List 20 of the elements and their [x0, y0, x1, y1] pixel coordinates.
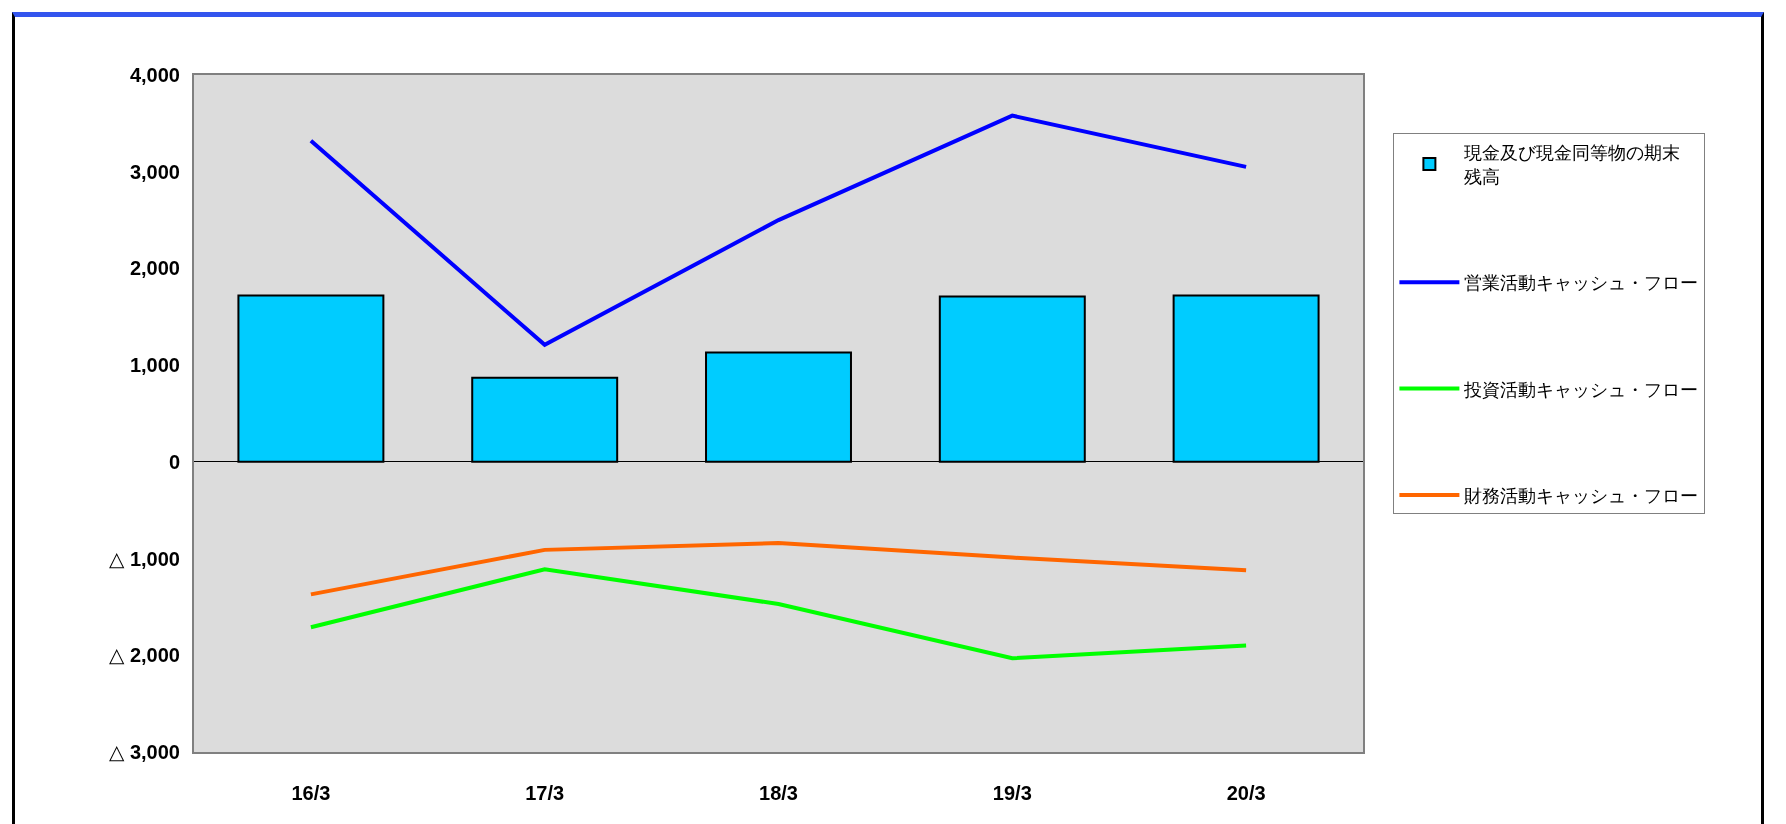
y-tick-label: 4,000: [129, 64, 180, 86]
y-tick-label: 1,000: [129, 354, 180, 377]
line-series: [308, 567, 1249, 661]
y-tick-label: 3,000: [129, 160, 180, 183]
line-series: [308, 113, 1249, 347]
legend-label: 財務活動キャッシュ・フロー: [1464, 485, 1699, 507]
x-tick-label: 16/3: [291, 782, 331, 804]
legend-label: 営業活動キャッシュ・フロー: [1464, 272, 1699, 294]
y-tick-label: △ 3,000: [109, 741, 180, 763]
legend-label: 投資活動キャッシュ・フロー: [1463, 378, 1699, 400]
y-tick-label: △ 1,000: [109, 547, 180, 570]
x-tick-label: 18/3: [759, 782, 798, 804]
y-tick-label: 0: [168, 450, 180, 473]
x-tick-label: 19/3: [992, 782, 1032, 804]
x-tick-label: 20/3: [1226, 782, 1266, 804]
legend-label: 現金及び現金同等物の期末残高: [1464, 142, 1681, 187]
line-series: [308, 541, 1249, 597]
x-tick-label: 17/3: [525, 782, 565, 804]
y-tick-label: 2,000: [129, 257, 180, 280]
y-tick-label: △ 2,000: [109, 644, 180, 667]
